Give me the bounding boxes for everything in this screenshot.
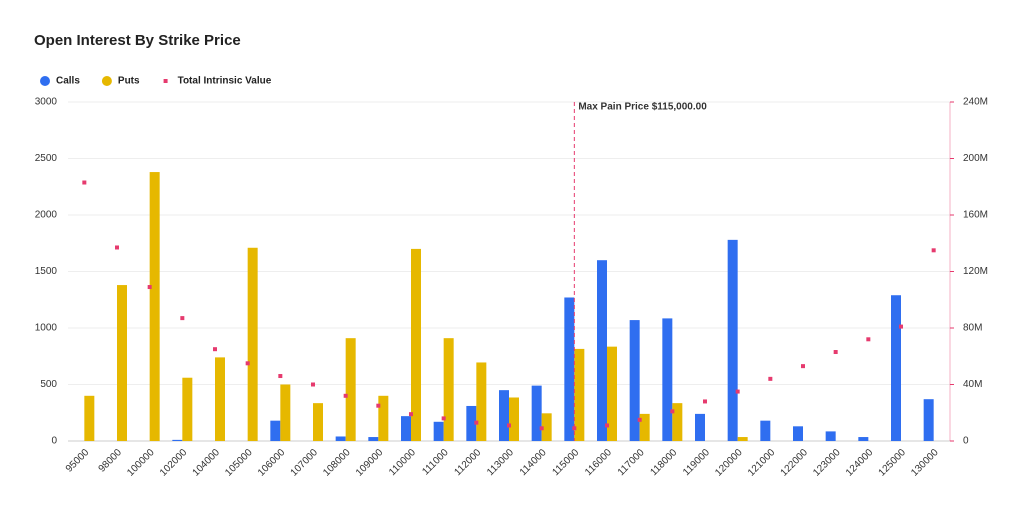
point <box>539 426 544 431</box>
bar <box>923 399 934 441</box>
point <box>311 382 315 387</box>
bar <box>629 320 640 441</box>
bar <box>597 260 607 441</box>
bar <box>280 384 291 441</box>
point <box>180 316 185 321</box>
bar <box>313 403 323 441</box>
y2-tick-label: 40M <box>963 379 982 390</box>
point <box>441 416 446 421</box>
bar <box>411 248 421 441</box>
y-tick-label: 1500 <box>35 266 58 277</box>
point <box>213 347 217 352</box>
bar <box>182 377 193 441</box>
chart-title: Open Interest By Strike Price <box>34 32 241 49</box>
y-tick-label: 2500 <box>35 153 58 164</box>
bar <box>760 420 771 441</box>
point <box>572 426 577 431</box>
legend-label: Total Intrinsic Value <box>178 76 272 87</box>
legend-marker <box>163 79 168 83</box>
bar <box>499 390 509 441</box>
bar <box>149 172 160 441</box>
point <box>703 399 707 404</box>
bar <box>466 405 477 441</box>
bar <box>401 416 411 441</box>
point <box>245 361 250 366</box>
point <box>82 180 87 185</box>
point <box>507 423 511 428</box>
point <box>474 420 479 425</box>
legend-marker <box>40 76 50 86</box>
point <box>899 324 903 329</box>
y-tick-label: 500 <box>40 379 57 390</box>
bar <box>476 362 487 441</box>
bar <box>368 437 379 441</box>
bar <box>378 395 389 441</box>
bar <box>247 247 258 441</box>
legend-marker <box>101 76 112 86</box>
bar <box>574 348 585 441</box>
legend-label: Calls <box>56 76 80 87</box>
bar <box>433 421 444 441</box>
bar <box>607 346 617 441</box>
y-tick-label: 0 <box>51 436 57 447</box>
bar <box>509 397 519 441</box>
y2-tick-label: 120M <box>963 266 988 277</box>
point <box>376 403 381 408</box>
point <box>833 350 838 355</box>
y-tick-label: 1000 <box>35 323 58 334</box>
y-tick-label: 2000 <box>35 210 58 221</box>
point <box>801 364 805 369</box>
bar <box>172 439 183 441</box>
bar <box>335 436 346 441</box>
bar <box>737 437 748 441</box>
bar <box>443 338 454 441</box>
bar <box>564 297 575 441</box>
y2-tick-label: 240M <box>963 97 988 108</box>
point <box>735 389 740 394</box>
bar <box>117 285 127 441</box>
point <box>147 285 152 290</box>
point <box>115 245 119 250</box>
bar <box>345 338 356 441</box>
bar <box>825 431 836 441</box>
point <box>278 374 283 379</box>
bar <box>662 318 673 441</box>
bar <box>531 385 542 441</box>
bar <box>84 395 95 441</box>
bar <box>639 413 650 441</box>
y2-tick-label: 160M <box>963 210 988 221</box>
point <box>343 393 348 398</box>
bar <box>727 239 738 441</box>
point <box>866 337 871 342</box>
point <box>670 409 675 414</box>
annotation-label: Max Pain Price $115,000.00 <box>578 102 707 113</box>
bar <box>891 295 901 441</box>
y2-tick-label: 80M <box>963 323 982 334</box>
y-tick-label: 3000 <box>35 97 58 108</box>
bar <box>695 413 705 441</box>
point <box>768 376 773 381</box>
point <box>931 248 936 253</box>
y2-tick-label: 0 <box>963 436 969 447</box>
legend-label: Puts <box>118 76 140 87</box>
y2-tick-label: 200M <box>963 153 988 164</box>
bar <box>270 420 281 441</box>
point <box>605 423 609 428</box>
bar <box>793 426 803 441</box>
point <box>409 412 413 417</box>
bar <box>541 413 552 441</box>
point <box>637 417 642 422</box>
bar <box>672 403 683 441</box>
bar <box>215 357 225 441</box>
bar <box>858 437 869 441</box>
